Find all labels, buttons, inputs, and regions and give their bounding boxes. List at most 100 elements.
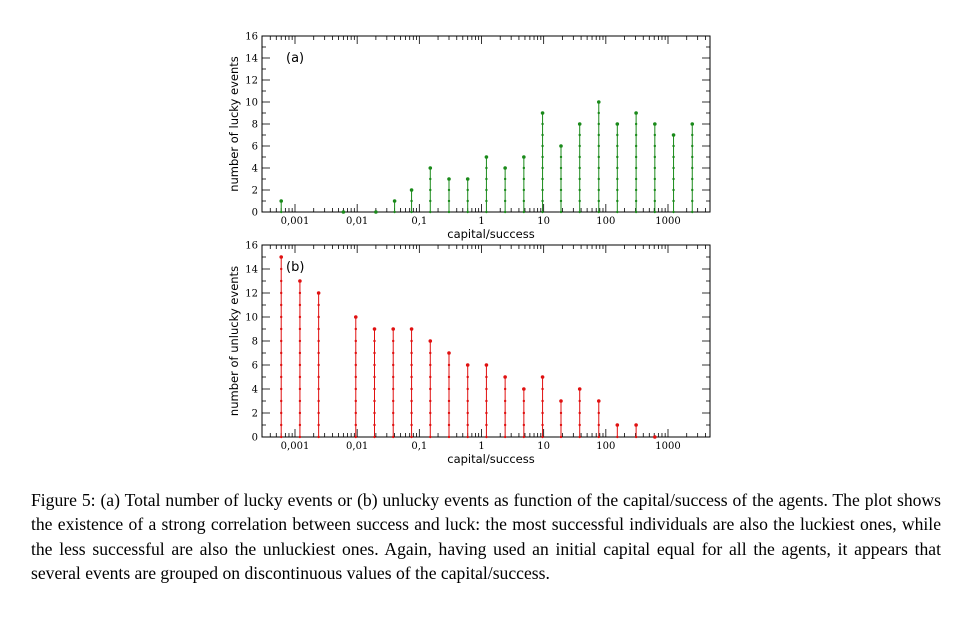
data-point	[298, 291, 302, 295]
data-column	[596, 399, 601, 439]
data-point	[373, 351, 376, 355]
data-point	[280, 339, 283, 343]
data-point	[634, 155, 638, 159]
data-point	[672, 199, 675, 203]
data-point	[503, 435, 507, 439]
data-point	[503, 423, 507, 427]
data-point	[373, 363, 376, 367]
data-point	[373, 375, 376, 379]
data-point	[429, 435, 432, 439]
data-point	[691, 166, 694, 170]
data-point	[597, 435, 600, 439]
data-point	[447, 199, 451, 203]
data-point	[373, 435, 376, 439]
panel-b-unlucky-events: 0,001 0,01 0,1 1 10 100 1000 0 2 4 6 8 10 12 14 16 capit…	[227, 241, 711, 466]
data-point	[280, 399, 283, 403]
data-column	[540, 375, 545, 439]
data-point	[373, 423, 376, 427]
data-point	[578, 435, 581, 439]
y-tick-label: 0	[252, 208, 258, 219]
data-point	[280, 423, 283, 427]
data-point	[317, 303, 320, 307]
x-tick-label: 0,01	[346, 216, 368, 227]
data-point	[298, 279, 302, 283]
data-point	[466, 375, 469, 379]
data-point	[616, 166, 619, 170]
data-point	[597, 423, 600, 427]
data-point	[616, 435, 619, 439]
data-point	[653, 177, 657, 181]
data-point	[317, 315, 320, 319]
data-point	[634, 144, 638, 148]
data-column	[596, 100, 601, 214]
data-column	[522, 387, 526, 439]
data-point	[522, 387, 526, 391]
data-point	[503, 188, 507, 192]
data-point	[429, 387, 432, 391]
data-point	[653, 133, 657, 137]
data-point	[279, 255, 284, 259]
data-point	[691, 177, 694, 181]
data-point	[373, 339, 376, 343]
data-column	[690, 122, 695, 214]
data-point	[559, 411, 563, 415]
data-point	[559, 399, 563, 403]
data-point	[410, 435, 413, 439]
data-column	[503, 375, 507, 439]
data-point	[354, 375, 357, 379]
data-point	[392, 387, 395, 391]
data-point	[503, 411, 507, 415]
data-point	[578, 177, 581, 181]
data-column	[465, 363, 470, 439]
data-point	[578, 166, 581, 170]
data-point	[317, 435, 320, 439]
data-point	[634, 210, 638, 214]
x-tick-label: 10	[537, 441, 550, 452]
figure-caption: Figure 5: (a) Total number of lucky even…	[31, 490, 941, 584]
data-point	[410, 375, 413, 379]
data-point	[353, 315, 358, 319]
data-point	[280, 435, 283, 439]
data-point	[280, 315, 283, 319]
data-point	[392, 423, 395, 427]
data-point	[466, 435, 469, 439]
data-column	[409, 327, 414, 439]
y-tick-label: 2	[252, 409, 258, 420]
data-point	[541, 387, 544, 391]
panel-label: (b)	[286, 260, 304, 275]
data-point	[578, 399, 581, 403]
data-point	[559, 166, 563, 170]
data-point	[485, 177, 488, 181]
data-point	[373, 387, 376, 391]
data-point	[653, 166, 657, 170]
y-tick-label: 4	[252, 385, 258, 396]
data-point	[447, 188, 451, 192]
data-column	[428, 339, 433, 439]
data-point	[522, 177, 526, 181]
data-point	[373, 399, 376, 403]
data-point	[298, 363, 302, 367]
y-tick-label: 10	[245, 313, 258, 324]
data-point	[317, 399, 320, 403]
data-point	[634, 188, 638, 192]
data-point	[466, 210, 469, 214]
data-point	[409, 327, 414, 331]
y-tick-label: 14	[245, 54, 258, 65]
data-point	[429, 199, 432, 203]
data-column	[671, 133, 676, 214]
data-point	[429, 210, 432, 214]
data-point	[410, 339, 413, 343]
data-point	[428, 166, 433, 170]
data-column	[653, 122, 657, 214]
data-point	[485, 435, 488, 439]
data-point	[503, 399, 507, 403]
data-point	[653, 188, 657, 192]
data-point	[597, 133, 600, 137]
data-point	[578, 210, 581, 214]
data-point	[578, 411, 581, 415]
data-column	[353, 315, 358, 439]
x-tick-label: 1	[478, 216, 484, 227]
data-point	[634, 111, 638, 115]
data-column	[540, 111, 545, 214]
data-column	[634, 111, 638, 214]
